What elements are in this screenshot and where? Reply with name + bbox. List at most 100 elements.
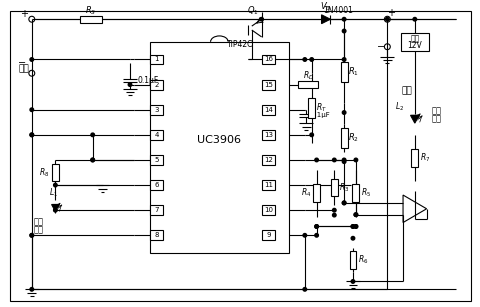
Circle shape <box>128 83 132 86</box>
Bar <box>149 180 163 190</box>
Circle shape <box>314 234 318 237</box>
Circle shape <box>314 225 318 228</box>
Text: 2: 2 <box>154 82 158 87</box>
Circle shape <box>332 213 336 217</box>
Circle shape <box>309 58 313 61</box>
Circle shape <box>91 158 94 162</box>
Circle shape <box>342 17 345 21</box>
Circle shape <box>350 225 354 228</box>
Text: 16: 16 <box>264 56 273 63</box>
Text: $Q_1$: $Q_1$ <box>246 4 258 17</box>
Bar <box>261 180 275 190</box>
Polygon shape <box>409 115 418 123</box>
Text: 6: 6 <box>154 182 158 188</box>
Text: $R_6$: $R_6$ <box>357 254 367 266</box>
Circle shape <box>350 280 354 283</box>
Circle shape <box>350 236 354 240</box>
Text: 9: 9 <box>266 232 270 238</box>
Text: 电源: 电源 <box>34 217 44 227</box>
Circle shape <box>91 158 94 162</box>
Circle shape <box>91 133 94 137</box>
Text: $R_T$: $R_T$ <box>315 102 326 114</box>
Circle shape <box>302 234 306 237</box>
Circle shape <box>30 58 34 61</box>
Circle shape <box>332 208 336 212</box>
Circle shape <box>30 133 34 137</box>
Circle shape <box>30 108 34 111</box>
Polygon shape <box>51 204 59 211</box>
Circle shape <box>342 158 345 162</box>
Text: TIP42C: TIP42C <box>227 40 252 49</box>
Text: 输入: 输入 <box>18 65 29 74</box>
Circle shape <box>353 225 357 228</box>
Text: 电池: 电池 <box>409 34 419 43</box>
Circle shape <box>53 183 57 187</box>
Text: 10: 10 <box>264 207 273 213</box>
Bar <box>298 81 317 88</box>
Bar <box>352 185 359 202</box>
Circle shape <box>30 234 34 237</box>
Circle shape <box>342 201 345 205</box>
Bar <box>149 80 163 90</box>
Circle shape <box>353 213 357 216</box>
Bar <box>410 150 418 167</box>
Bar <box>149 42 288 253</box>
Text: −: − <box>377 42 384 52</box>
Text: 1: 1 <box>154 56 158 63</box>
Text: 13: 13 <box>264 132 273 138</box>
Bar <box>308 98 314 118</box>
Circle shape <box>342 29 345 33</box>
Text: $R_7$: $R_7$ <box>419 152 429 165</box>
Text: −: − <box>18 58 26 68</box>
Bar <box>330 179 337 196</box>
Text: +: + <box>386 8 395 18</box>
Bar <box>349 251 356 269</box>
Circle shape <box>302 288 306 291</box>
Text: 15: 15 <box>264 82 272 87</box>
Text: 4: 4 <box>154 132 158 138</box>
Bar <box>80 16 101 23</box>
Text: $V_D$: $V_D$ <box>320 0 332 13</box>
Circle shape <box>353 225 357 228</box>
Text: 1N4001: 1N4001 <box>323 6 352 15</box>
Text: 14: 14 <box>264 107 272 113</box>
Circle shape <box>342 160 345 163</box>
Text: 输入: 输入 <box>401 87 411 95</box>
Circle shape <box>302 58 306 61</box>
Bar <box>312 185 319 202</box>
Text: 7: 7 <box>154 207 158 213</box>
Bar <box>261 230 275 240</box>
Text: $R_1$: $R_1$ <box>348 65 359 78</box>
Bar <box>340 62 347 82</box>
Bar <box>149 55 163 64</box>
Text: $R_4$: $R_4$ <box>300 187 311 200</box>
Text: $L_1$: $L_1$ <box>49 186 58 199</box>
Bar <box>149 155 163 165</box>
Bar <box>149 130 163 140</box>
Circle shape <box>385 17 388 21</box>
Text: $R_S$: $R_S$ <box>85 4 96 17</box>
Text: 指示: 指示 <box>34 225 44 234</box>
Bar <box>261 130 275 140</box>
Circle shape <box>350 225 354 228</box>
Circle shape <box>314 225 318 228</box>
Circle shape <box>309 133 313 137</box>
Circle shape <box>30 133 34 137</box>
Text: $R_3$: $R_3$ <box>338 181 348 194</box>
Circle shape <box>332 158 336 162</box>
Circle shape <box>342 111 345 114</box>
Text: 12: 12 <box>264 157 272 163</box>
Circle shape <box>412 17 416 21</box>
Bar <box>261 155 275 165</box>
Circle shape <box>30 288 34 291</box>
Bar <box>149 230 163 240</box>
Text: $R_8$: $R_8$ <box>39 166 49 179</box>
Circle shape <box>353 158 357 162</box>
Circle shape <box>342 201 345 205</box>
Text: 充满: 充满 <box>431 106 441 115</box>
Text: $L_2$: $L_2$ <box>394 100 403 113</box>
Circle shape <box>314 158 318 162</box>
Circle shape <box>53 208 57 212</box>
Circle shape <box>30 234 34 237</box>
Text: 12V: 12V <box>407 41 421 50</box>
